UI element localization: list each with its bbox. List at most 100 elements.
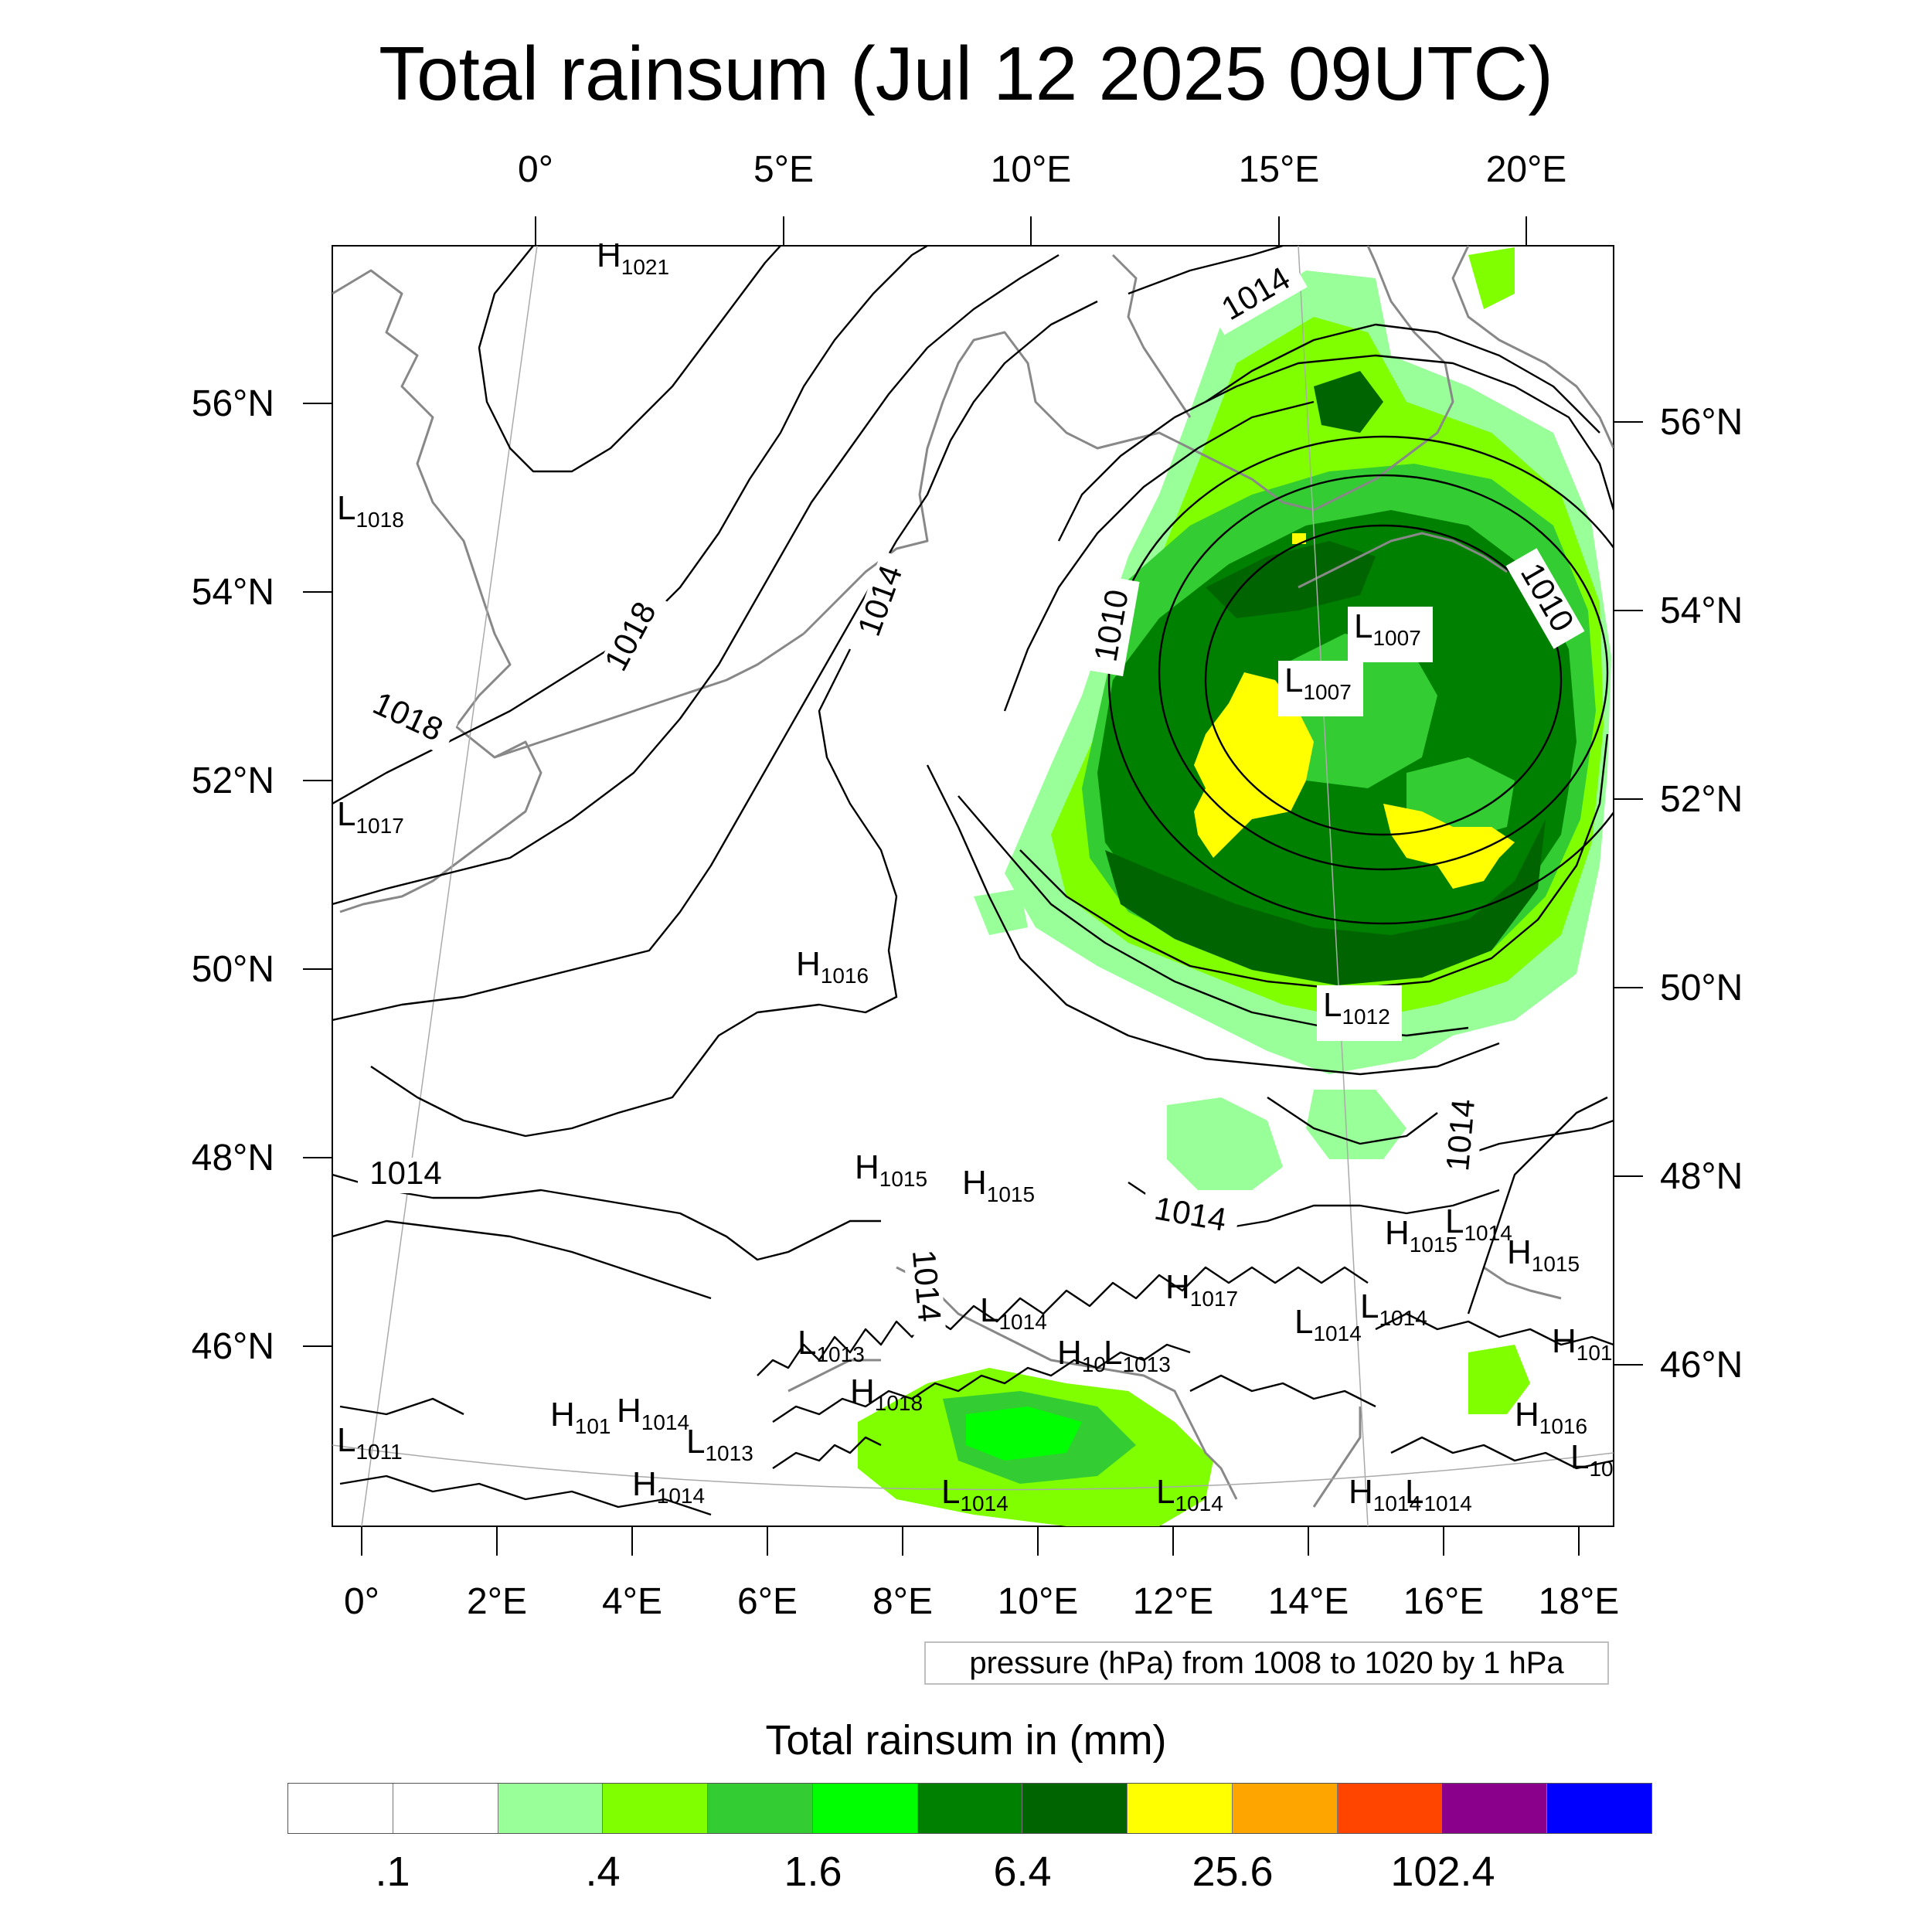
pressure-center-type: L bbox=[1294, 1303, 1313, 1341]
svg-text:L1017: L1017 bbox=[337, 795, 404, 838]
svg-text:L1013: L1013 bbox=[686, 1423, 753, 1465]
left-lat-label: 48°N bbox=[192, 1138, 274, 1179]
left-lat-label: 52°N bbox=[192, 760, 274, 801]
contour-info-note: pressure (hPa) from 1008 to 1020 by 1 hP… bbox=[924, 1641, 1609, 1685]
svg-text:L1014: L1014 bbox=[1445, 1202, 1512, 1245]
colorbar-swatch bbox=[1547, 1784, 1651, 1833]
right-lat-label: 50°N bbox=[1660, 968, 1743, 1009]
colorbar-swatch bbox=[708, 1784, 813, 1833]
colorbar bbox=[287, 1783, 1652, 1834]
colorbar-swatch bbox=[917, 1784, 1023, 1833]
precip-area-light bbox=[974, 889, 1028, 935]
pressure-center-value: 1014 bbox=[641, 1410, 689, 1434]
pressure-center-type: H bbox=[617, 1392, 641, 1430]
svg-text:H1016: H1016 bbox=[796, 945, 869, 988]
svg-text:L10: L10 bbox=[1570, 1438, 1614, 1481]
pressure-center-value: 1015 bbox=[987, 1182, 1035, 1206]
right-lat-label: 56°N bbox=[1660, 402, 1743, 443]
pressure-center-value: 1021 bbox=[621, 255, 669, 279]
pressure-center-type: H bbox=[1057, 1334, 1082, 1372]
colorbar-swatch bbox=[1128, 1784, 1233, 1833]
svg-text:H1014: H1014 bbox=[617, 1392, 689, 1434]
precip-area-darkest bbox=[1206, 541, 1376, 618]
svg-text:L1014: L1014 bbox=[1360, 1287, 1427, 1330]
svg-text:L1014: L1014 bbox=[1405, 1473, 1472, 1515]
map-title: Total rainsum (Jul 12 2025 09UTC) bbox=[379, 31, 1553, 116]
svg-text:H10: H10 bbox=[1057, 1334, 1106, 1376]
colorbar-tick-label: 6.4 bbox=[993, 1849, 1052, 1895]
precip-area-light bbox=[1306, 1090, 1406, 1159]
pressure-center-type: L bbox=[1284, 662, 1303, 699]
bottom-lon-label: 14°E bbox=[1268, 1581, 1349, 1622]
pressure-center-type: L bbox=[1104, 1334, 1122, 1372]
colorbar-swatch bbox=[288, 1784, 393, 1833]
pressure-center-type: H bbox=[597, 236, 621, 274]
left-lat-label: 50°N bbox=[192, 949, 274, 990]
top-lon-label: 0° bbox=[518, 149, 553, 190]
pressure-center-value: 1016 bbox=[1539, 1414, 1587, 1438]
right-lat-label: 48°N bbox=[1660, 1156, 1743, 1197]
pressure-center-type: L bbox=[337, 489, 355, 527]
pressure-center-value: 1014 bbox=[1373, 1492, 1421, 1515]
pressure-center-type: L bbox=[686, 1423, 705, 1461]
svg-text:L1014: L1014 bbox=[941, 1473, 1009, 1515]
graticule bbox=[332, 246, 1614, 1526]
pressure-center-value: 1012 bbox=[1342, 1005, 1389, 1029]
pressure-center-value: 101 bbox=[1577, 1341, 1613, 1365]
svg-text:L1013: L1013 bbox=[798, 1324, 865, 1366]
pressure-center-type: H bbox=[1385, 1214, 1410, 1252]
pressure-centers: H1021 L1018 L1017 L1007 L1007 H1016 L101… bbox=[337, 236, 1614, 1515]
pressure-center-value: 1007 bbox=[1372, 626, 1420, 650]
pressure-center-type: L bbox=[1323, 986, 1342, 1024]
svg-text:L1014: L1014 bbox=[980, 1291, 1047, 1334]
svg-text:H1015: H1015 bbox=[962, 1164, 1035, 1206]
pressure-center-type: H bbox=[1349, 1473, 1373, 1511]
svg-text:H101: H101 bbox=[550, 1396, 611, 1438]
colorbar-swatch bbox=[1442, 1784, 1548, 1833]
svg-text:H1016: H1016 bbox=[1515, 1396, 1587, 1438]
svg-text:L1011: L1011 bbox=[337, 1421, 403, 1464]
pressure-center-type: L bbox=[980, 1291, 998, 1329]
svg-text:L1014: L1014 bbox=[1294, 1303, 1362, 1345]
pressure-center-value: 1013 bbox=[816, 1342, 864, 1366]
top-lon-label: 10°E bbox=[991, 149, 1072, 190]
colorbar-swatch bbox=[1337, 1784, 1443, 1833]
isobar-label: 1014 bbox=[906, 1248, 948, 1323]
svg-text:H1018: H1018 bbox=[850, 1372, 923, 1415]
svg-text:L1013: L1013 bbox=[1104, 1334, 1171, 1376]
bottom-lon-label: 10°E bbox=[998, 1581, 1079, 1622]
pressure-center-type: H bbox=[1515, 1396, 1539, 1434]
pressure-center-type: H bbox=[962, 1164, 987, 1202]
colorbar-swatch bbox=[1022, 1784, 1128, 1833]
colorbar-tick-label: 1.6 bbox=[784, 1849, 842, 1895]
pressure-center-type: L bbox=[941, 1473, 960, 1511]
pressure-center-type: L bbox=[337, 795, 355, 833]
pressure-center-value: 1014 bbox=[998, 1310, 1046, 1334]
pressure-center-type: H bbox=[855, 1148, 879, 1186]
isobar-label: 1014 bbox=[1439, 1097, 1481, 1172]
pressure-center-type: H bbox=[632, 1465, 657, 1503]
svg-text:H1017: H1017 bbox=[1165, 1268, 1238, 1311]
top-lon-label: 15°E bbox=[1239, 149, 1320, 190]
pressure-center-type: L bbox=[1570, 1438, 1589, 1476]
pressure-center-value: 1015 bbox=[1410, 1233, 1458, 1257]
bottom-lon-label: 8°E bbox=[872, 1581, 933, 1622]
bottom-lon-label: 16°E bbox=[1403, 1581, 1485, 1622]
colorbar-tick-label: 25.6 bbox=[1192, 1849, 1274, 1895]
precip-area-darkest bbox=[1314, 371, 1383, 433]
pressure-center-value: 1014 bbox=[1464, 1221, 1512, 1245]
precip-max-yellow bbox=[1383, 804, 1515, 889]
svg-text:H1014: H1014 bbox=[632, 1465, 705, 1508]
bottom-lon-label: 2°E bbox=[467, 1581, 527, 1622]
precip-area-darkest bbox=[1105, 819, 1546, 985]
svg-text:H1021: H1021 bbox=[597, 236, 669, 279]
top-lon-label: 20°E bbox=[1486, 149, 1567, 190]
pressure-center-type: L bbox=[1360, 1287, 1379, 1325]
bottom-lon-label: 12°E bbox=[1133, 1581, 1214, 1622]
colorbar-tick-label: 102.4 bbox=[1390, 1849, 1495, 1895]
pressure-center-value: 1014 bbox=[1175, 1492, 1223, 1515]
colorbar-tick-label: .1 bbox=[375, 1849, 410, 1895]
colorbar-swatch bbox=[1232, 1784, 1338, 1833]
pressure-center-type: L bbox=[1156, 1473, 1175, 1511]
axis-ticks bbox=[303, 216, 1643, 1556]
